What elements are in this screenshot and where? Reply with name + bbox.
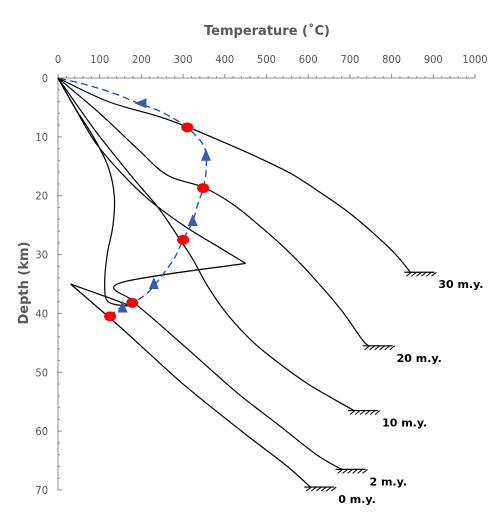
series-end-hatch (335, 468, 368, 474)
pt-path-arrowhead (134, 98, 147, 109)
series-30-m-y (57, 77, 411, 273)
pt-marker (126, 297, 139, 308)
curve-labels: 30 m.y. 20 m.y. 10 m.y. 2 m.y. 0 m.y. (338, 278, 483, 506)
geotherm-curves (57, 77, 437, 492)
x-tick-label: 900 (424, 53, 443, 66)
y-axis-title: Depth (km) (17, 242, 32, 325)
curve-label-20-m-y: 20 m.y. (397, 352, 442, 365)
y-tick-label: 60 (35, 425, 48, 438)
pt-marker (197, 183, 210, 194)
x-tick-label: 700 (340, 53, 359, 66)
x-tick-label: 200 (132, 53, 151, 66)
y-tick-label: 20 (35, 190, 48, 203)
pt-marker (177, 234, 190, 245)
series-0-m-y (57, 77, 311, 488)
pt-marker (181, 122, 194, 133)
x-tick-label: 500 (257, 53, 276, 66)
y-tick-label: 0 (42, 72, 48, 85)
x-tick-label: 400 (215, 53, 234, 66)
pt-path-arrowhead (117, 300, 128, 313)
y-tick-label: 40 (35, 307, 48, 320)
series-end-hatch (304, 486, 337, 492)
pt-path-arrowhead (187, 214, 198, 226)
curve-label-30-m-y: 30 m.y. (438, 278, 483, 291)
x-tick-label: 300 (174, 53, 193, 66)
axes: 0 100 200 300 400 500 600 700 800 900 1000 0 10 20 30 4… (35, 53, 487, 497)
curve-label-0-m-y: 0 m.y. (338, 493, 375, 506)
pt-marker (104, 311, 117, 322)
x-tick-label: 600 (299, 53, 318, 66)
series-end-hatch (404, 271, 437, 277)
series-10-m-y (57, 77, 355, 412)
x-axis-title: Temperature (˚C) (204, 23, 330, 39)
x-tick-label: 100 (90, 53, 109, 66)
x-tick-label: 1000 (462, 53, 487, 66)
series-end-hatch (348, 409, 381, 415)
series-end-hatch (362, 345, 395, 351)
y-tick-label: 70 (35, 484, 48, 497)
pt-path (57, 77, 211, 322)
curve-label-2-m-y: 2 m.y. (370, 475, 407, 488)
y-tick-label: 50 (35, 366, 48, 379)
pt-path-arrowhead (148, 277, 159, 289)
y-tick-label: 30 (35, 249, 48, 262)
curve-label-10-m-y: 10 m.y. (382, 417, 427, 430)
x-tick-label: 800 (382, 53, 401, 66)
pt-path-arrowhead (201, 148, 211, 161)
series-20-m-y (57, 77, 370, 347)
y-tick-label: 10 (35, 131, 48, 144)
x-tick-label: 0 (55, 53, 61, 66)
